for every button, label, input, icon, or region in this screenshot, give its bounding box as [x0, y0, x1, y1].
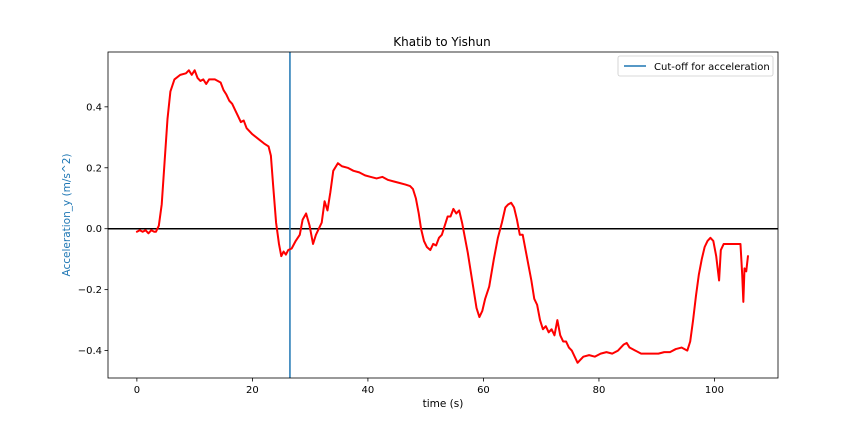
- y-tick-label: 0.4: [86, 102, 102, 113]
- legend-label-cutoff: Cut-off for acceleration: [654, 62, 770, 73]
- y-tick-label: −0.2: [78, 285, 102, 296]
- y-tick-label: −0.4: [78, 346, 102, 357]
- x-tick-label: 80: [593, 385, 606, 396]
- y-axis: −0.4 −0.2 0.0 0.2 0.4: [78, 102, 108, 357]
- legend-box: [617, 55, 774, 77]
- legend: Cut-off for acceleration: [617, 55, 774, 77]
- x-axis: 0 20 40 60 80 100: [134, 378, 724, 396]
- y-tick-label: 0.0: [86, 224, 102, 235]
- x-tick-label: 0: [134, 385, 140, 396]
- x-tick-label: 20: [246, 385, 259, 396]
- plot-area: [107, 51, 779, 379]
- series-line: [135, 69, 749, 364]
- y-tick-label: 0.2: [86, 163, 102, 174]
- series-group: [135, 69, 749, 364]
- plot-frame: [107, 51, 779, 379]
- x-tick-label: 100: [705, 385, 724, 396]
- chart-title: Khatib to Yishun: [393, 35, 490, 49]
- x-axis-label: time (s): [423, 398, 464, 410]
- y-axis-label: Acceleration_y (m/s^2): [61, 154, 73, 277]
- x-tick-label: 60: [477, 385, 490, 396]
- x-tick-label: 40: [362, 385, 375, 396]
